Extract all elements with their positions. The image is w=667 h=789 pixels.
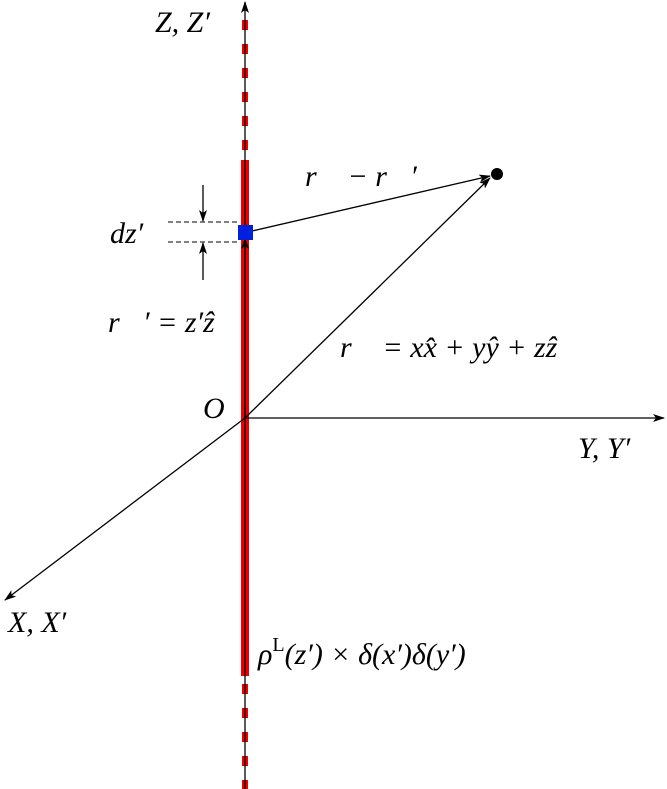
r-vector (244, 177, 491, 419)
dz-label: dz′ (110, 217, 144, 250)
x-axis-label: X, X′ (7, 606, 67, 639)
r-diff-label: r⃗ − r⃗′ (305, 160, 417, 193)
charge-element (238, 225, 253, 240)
density-rest: (z′) × δ(x′)δ(y′) (285, 638, 466, 671)
origin-label: O (203, 392, 225, 425)
r-label: r⃗ = xx̂ + yŷ + zẑ (340, 331, 558, 364)
y-axis-label: Y, Y′ (578, 432, 631, 465)
density-sup: L (272, 634, 284, 656)
density-label: ρL(z′) × δ(x′)δ(y′) (257, 634, 466, 671)
r-prime-label: r⃗′ = z′ẑ (108, 306, 215, 339)
z-axis-label: Z, Z′ (155, 6, 210, 39)
r-diff-vector (251, 174, 491, 232)
density-base: ρ (257, 638, 272, 671)
field-point (491, 168, 503, 180)
x-axis (4, 417, 246, 601)
